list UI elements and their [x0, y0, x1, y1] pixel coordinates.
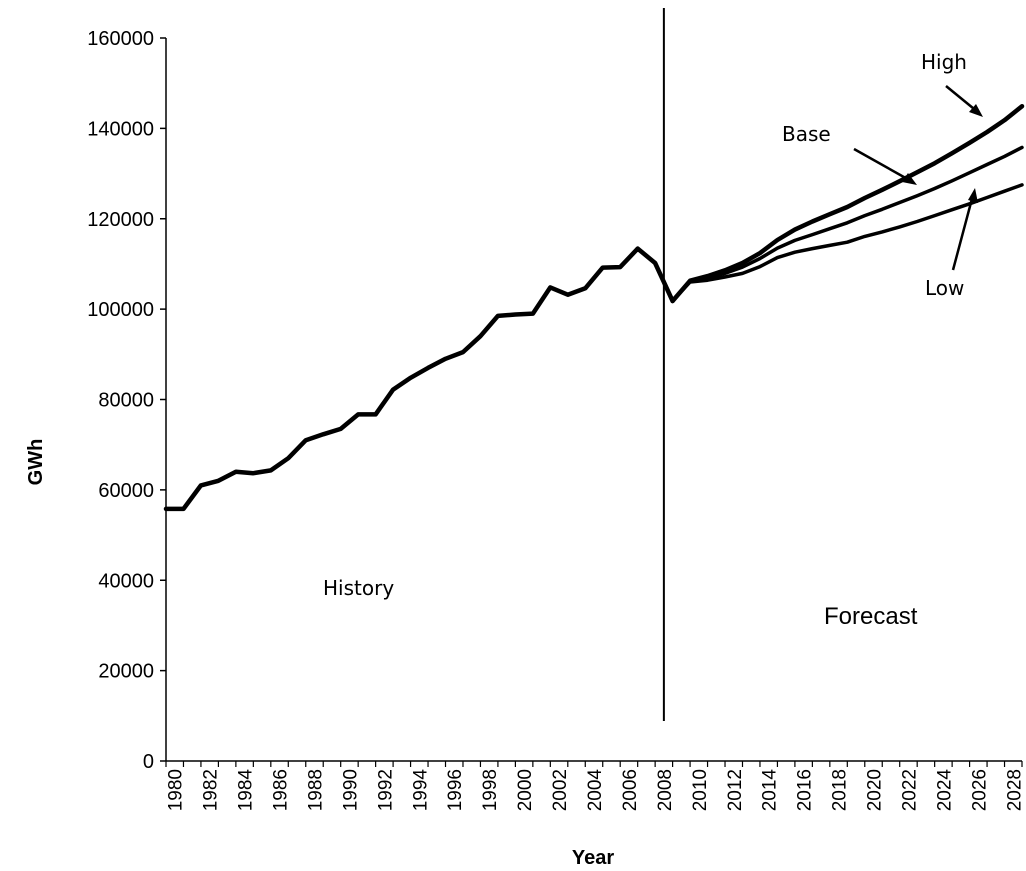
series-line-history — [163, 246, 675, 512]
x-tick-label: 2024 — [934, 769, 955, 812]
x-tick-label: 1986 — [271, 769, 292, 811]
y-tick-label: 20000 — [98, 661, 154, 683]
x-tick-labels: 1980 1982 1984 1986 1988 1990 1992 1994 1996 1998… — [166, 769, 1026, 812]
x-tick-label: 2016 — [795, 769, 816, 811]
x-tick-label: 1994 — [410, 769, 431, 812]
x-tick-label: 2008 — [655, 769, 676, 811]
base-label: Base — [782, 122, 831, 146]
y-axis-title-sub: GWh — [25, 439, 47, 486]
high-arrowhead — [969, 104, 983, 117]
x-tick-label: 1998 — [480, 769, 501, 811]
x-tick-label: 1992 — [375, 769, 396, 811]
x-tick-label: 1982 — [201, 769, 222, 811]
x-tick-label: 2006 — [620, 769, 641, 811]
history-label: History — [323, 576, 394, 600]
x-tick-label: 1990 — [340, 769, 361, 811]
y-tick-label: 60000 — [98, 480, 154, 502]
x-tick-label: 1980 — [166, 769, 187, 811]
low-arrowhead — [968, 188, 978, 203]
y-tick-labels: 0 20000 40000 60000 80000 100000 120000 140000 1… — [87, 28, 154, 773]
annotation-arrows — [853, 85, 983, 271]
y-tick-label: 160000 — [87, 28, 154, 50]
x-tick-label: 2026 — [969, 769, 990, 811]
y-tick-label: 100000 — [87, 299, 154, 321]
low-label: Low — [925, 276, 964, 300]
x-tick-label: 2004 — [585, 769, 606, 812]
x-tick-label: 1988 — [305, 769, 326, 811]
x-tick-label: 2020 — [865, 769, 886, 811]
x-axis-title: Year — [572, 847, 614, 869]
x-tick-label: 2014 — [760, 769, 781, 812]
x-tick-label: 1984 — [236, 769, 257, 812]
x-tick-label: 2002 — [550, 769, 571, 811]
y-axis-title: GWh — [25, 439, 47, 486]
series-line-base — [670, 145, 1024, 303]
y-tick-label: 140000 — [87, 118, 154, 140]
x-tick-label: 2010 — [690, 769, 711, 811]
axes — [160, 37, 1023, 767]
x-tick-label: 2022 — [899, 769, 920, 811]
high-label: High — [921, 50, 967, 74]
y-tick-label: 0 — [143, 751, 154, 773]
x-tick-label: 2018 — [830, 769, 851, 811]
series-group — [163, 103, 1025, 512]
series-line-low — [670, 183, 1024, 303]
x-tick-label: 2012 — [725, 769, 746, 811]
low-arrow — [951, 194, 975, 271]
base-arrowhead — [902, 173, 917, 185]
y-tick-label: 80000 — [98, 390, 154, 412]
forecast-label: Forecast — [824, 603, 918, 630]
x-tick-label: 1996 — [445, 769, 466, 811]
series-line-high — [670, 103, 1025, 304]
x-tick-label: 2000 — [515, 769, 536, 811]
x-tick-label: 2028 — [1004, 769, 1025, 811]
y-tick-label: 40000 — [98, 570, 154, 592]
base-arrow — [853, 147, 912, 183]
y-tick-label: 120000 — [87, 209, 154, 231]
